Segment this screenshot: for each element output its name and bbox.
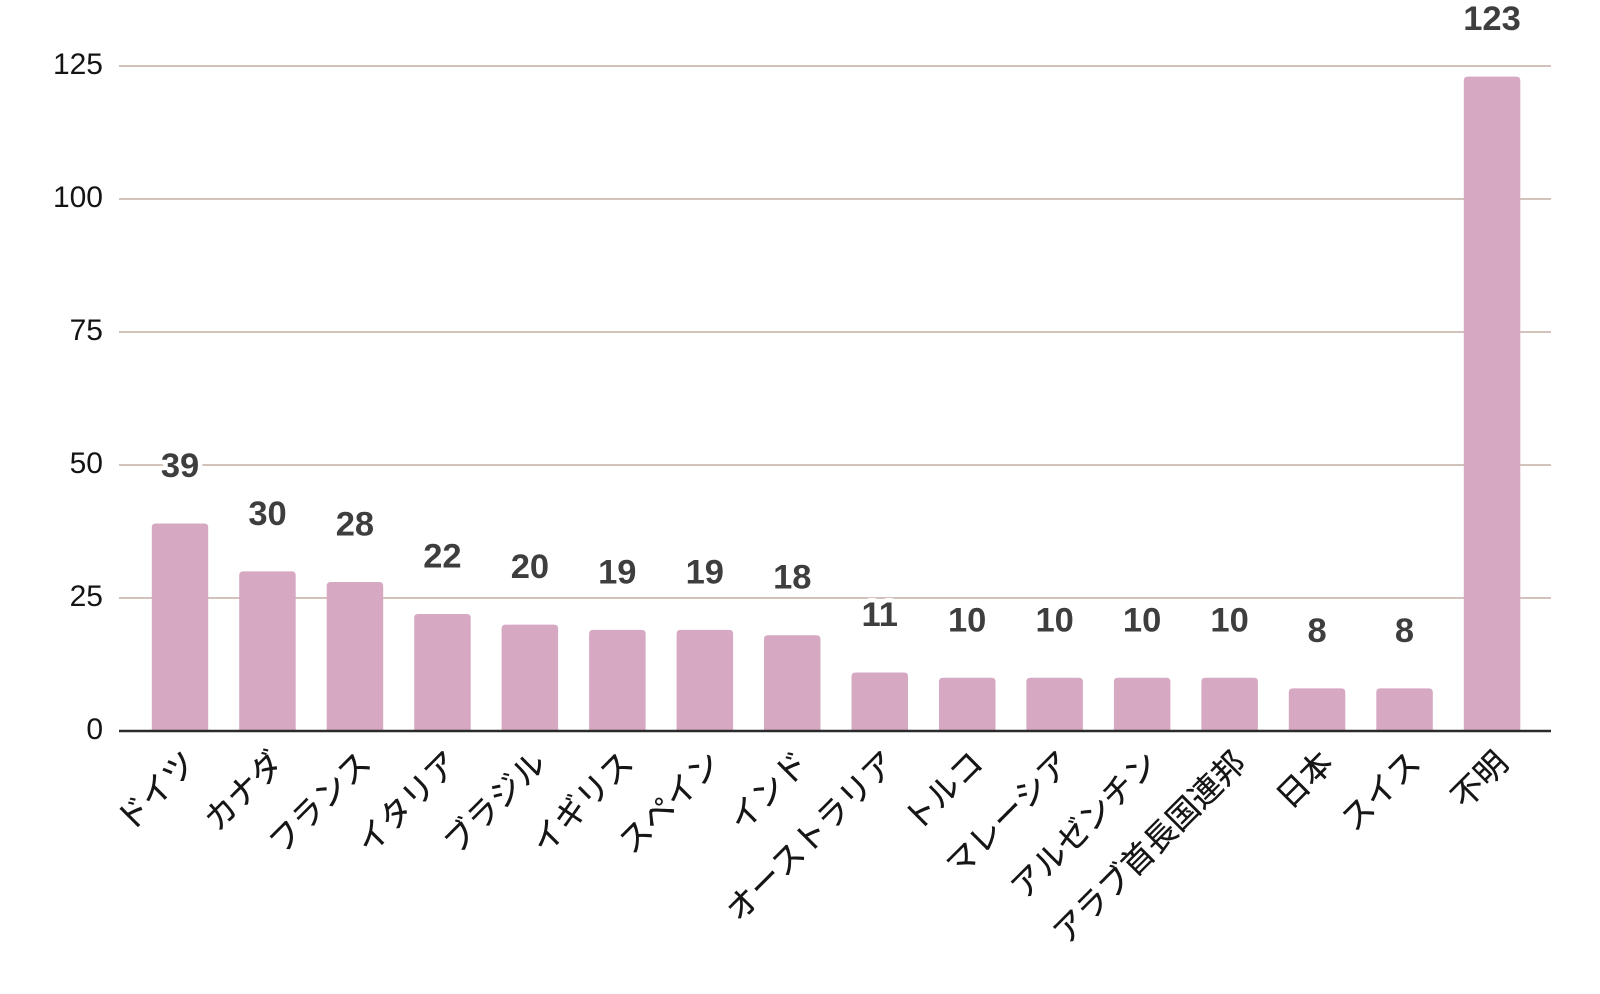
svg-text:123: 123 — [1463, 0, 1521, 38]
svg-text:50: 50 — [70, 447, 103, 480]
svg-text:18: 18 — [773, 559, 811, 597]
svg-text:11: 11 — [861, 596, 897, 634]
svg-text:30: 30 — [248, 495, 286, 533]
svg-text:8: 8 — [1395, 612, 1414, 650]
svg-text:19: 19 — [598, 553, 636, 591]
svg-text:100: 100 — [53, 181, 103, 214]
svg-text:75: 75 — [70, 314, 103, 347]
svg-text:20: 20 — [511, 548, 549, 586]
svg-text:28: 28 — [336, 506, 374, 544]
svg-text:10: 10 — [1210, 601, 1248, 639]
svg-text:19: 19 — [686, 553, 724, 591]
svg-text:10: 10 — [1123, 601, 1161, 639]
svg-text:39: 39 — [161, 447, 199, 485]
svg-text:8: 8 — [1308, 612, 1327, 650]
svg-text:25: 25 — [70, 580, 103, 613]
svg-text:125: 125 — [53, 48, 103, 81]
svg-text:22: 22 — [423, 538, 461, 576]
svg-text:10: 10 — [948, 601, 986, 639]
svg-text:0: 0 — [86, 713, 103, 746]
svg-text:10: 10 — [1036, 601, 1074, 639]
